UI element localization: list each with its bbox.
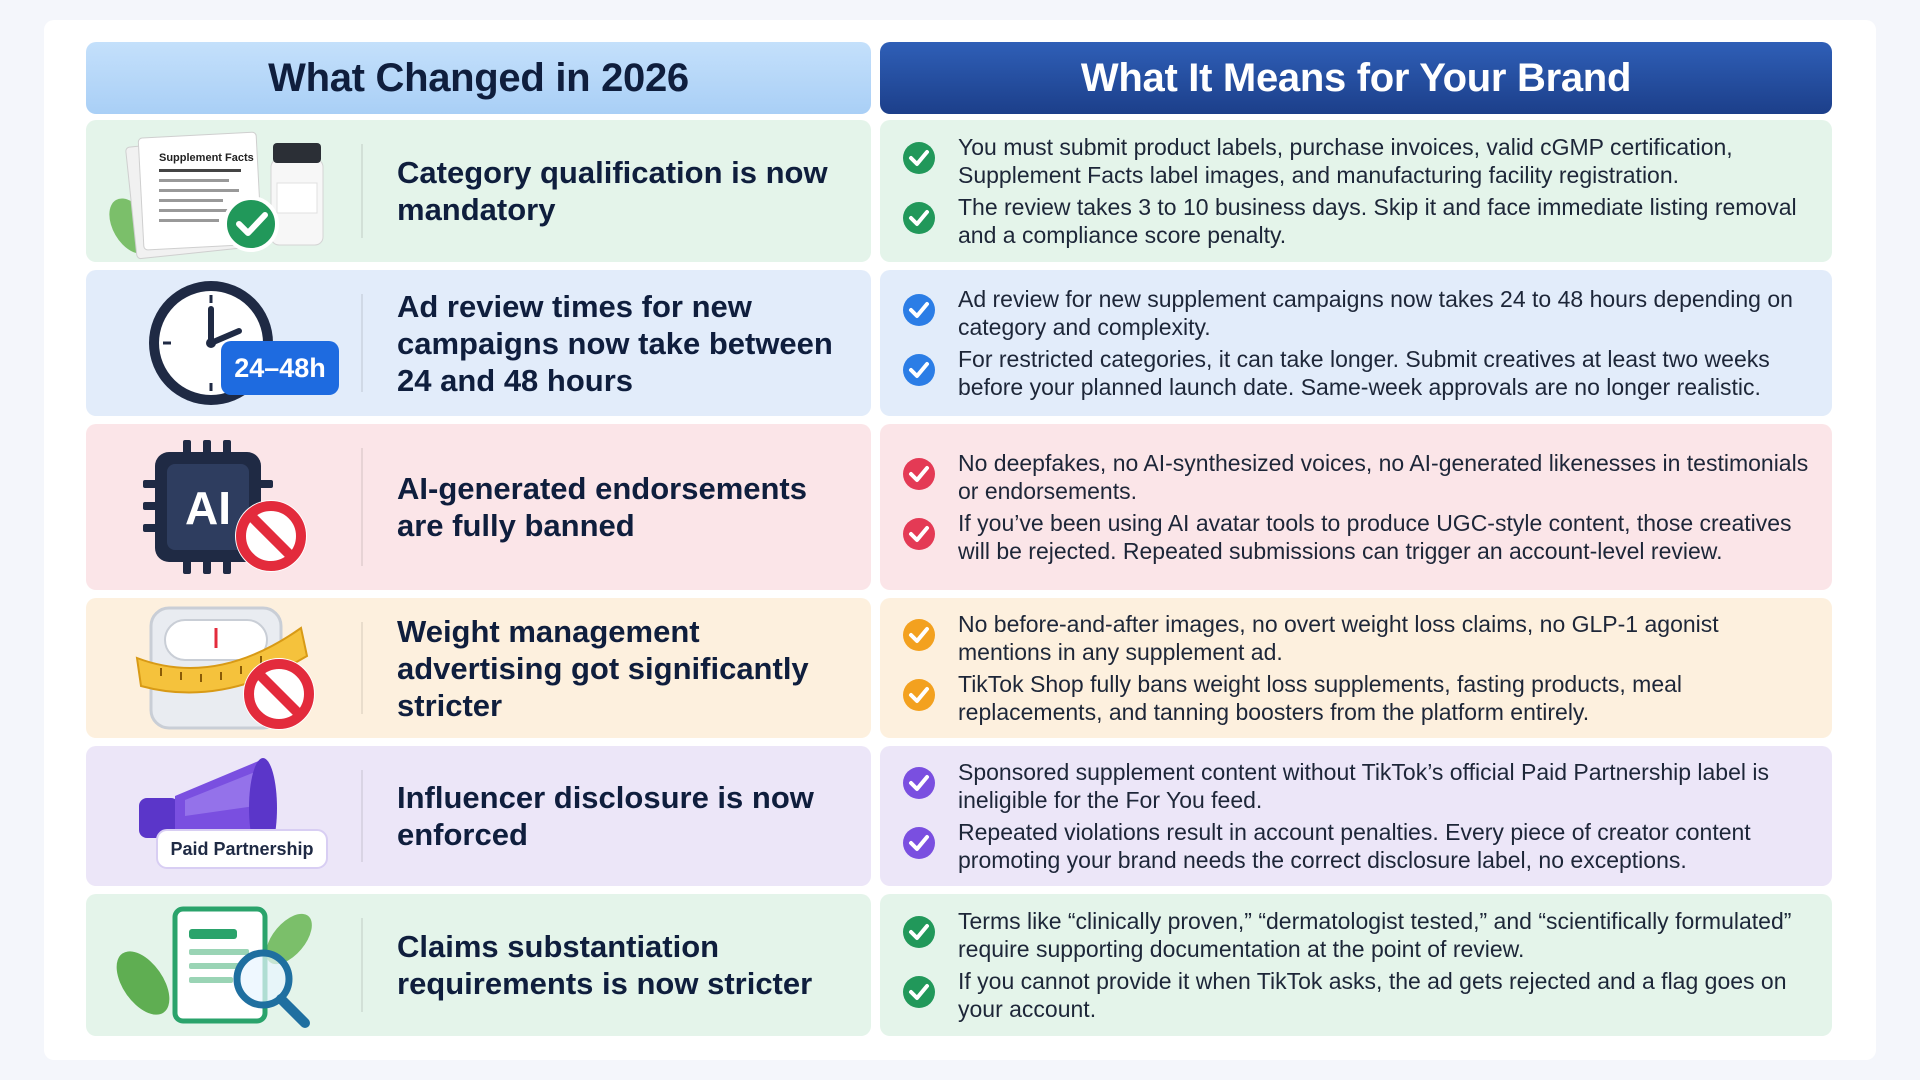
impact-bullet: Terms like “clinically proven,” “dermato…	[902, 907, 1814, 963]
right-column-header: What It Means for Your Brand	[880, 42, 1832, 114]
megaphone-icon: Paid Partnership	[96, 746, 346, 886]
impact-bullet: The review takes 3 to 10 business days. …	[902, 193, 1814, 249]
row-ad-review-times: 24–48h Ad review times for new campaigns…	[86, 270, 1832, 416]
impact-cell: Terms like “clinically proven,” “dermato…	[880, 894, 1832, 1036]
change-title: Claims substantiation requirements is no…	[397, 929, 813, 1001]
svg-text:AI: AI	[185, 482, 231, 534]
check-circle-icon	[903, 827, 935, 859]
change-cell: Paid Partnership Influencer disclosure i…	[86, 746, 871, 886]
bullet-text: If you’ve been using AI avatar tools to …	[958, 510, 1792, 564]
row-claims-substantiation: Claims substantiation requirements is no…	[86, 894, 1832, 1036]
divider	[361, 622, 363, 714]
check-circle-icon	[903, 767, 935, 799]
check-circle-icon	[903, 976, 935, 1008]
impact-bullet: For restricted categories, it can take l…	[902, 345, 1814, 401]
row-weight-management: Weight management advertising got signif…	[86, 598, 1832, 738]
row-ai-endorsements: AI AI-generated endorsements are fully b…	[86, 424, 1832, 590]
divider	[361, 770, 363, 862]
document-magnifier-icon	[96, 894, 346, 1036]
bullet-text: If you cannot provide it when TikTok ask…	[958, 968, 1787, 1022]
bullet-text: Repeated violations result in account pe…	[958, 819, 1751, 873]
impact-bullet: Sponsored supplement content without Tik…	[902, 758, 1814, 814]
impact-bullet: If you’ve been using AI avatar tools to …	[902, 509, 1814, 565]
divider	[361, 144, 363, 238]
change-title: Weight management advertising got signif…	[397, 613, 809, 723]
svg-text:24–48h: 24–48h	[234, 353, 326, 383]
impact-cell: Ad review for new supplement campaigns n…	[880, 270, 1832, 416]
bullet-text: Terms like “clinically proven,” “dermato…	[958, 908, 1792, 962]
impact-bullet: Repeated violations result in account pe…	[902, 818, 1814, 874]
impact-bullet: You must submit product labels, purchase…	[902, 133, 1814, 189]
bullet-text: The review takes 3 to 10 business days. …	[958, 194, 1797, 248]
check-circle-icon	[903, 354, 935, 386]
impact-bullet: No before-and-after images, no overt wei…	[902, 610, 1814, 666]
change-title: Category qualification is now mandatory	[397, 155, 828, 227]
impact-cell: Sponsored supplement content without Tik…	[880, 746, 1832, 886]
bullet-text: No deepfakes, no AI-synthesized voices, …	[958, 450, 1809, 504]
clock-icon: 24–48h	[96, 270, 346, 416]
divider	[361, 918, 363, 1012]
check-circle-icon	[903, 458, 935, 490]
ai-chip-banned-icon: AI	[96, 424, 346, 590]
change-cell: Weight management advertising got signif…	[86, 598, 871, 738]
bullet-text: No before-and-after images, no overt wei…	[958, 611, 1719, 665]
bullet-text: Ad review for new supplement campaigns n…	[958, 286, 1793, 340]
bullet-text: TikTok Shop fully bans weight loss suppl…	[958, 671, 1683, 725]
change-cell: 24–48h Ad review times for new campaigns…	[86, 270, 871, 416]
change-title: Influencer disclosure is now enforced	[397, 780, 814, 852]
check-circle-icon	[903, 294, 935, 326]
bullet-text: You must submit product labels, purchase…	[958, 134, 1733, 188]
impact-bullet: TikTok Shop fully bans weight loss suppl…	[902, 670, 1814, 726]
check-circle-icon	[903, 142, 935, 174]
row-influencer-disclosure: Paid Partnership Influencer disclosure i…	[86, 746, 1832, 886]
impact-bullet: Ad review for new supplement campaigns n…	[902, 285, 1814, 341]
change-title: AI-generated endorsements are fully bann…	[397, 471, 807, 543]
change-cell: AI AI-generated endorsements are fully b…	[86, 424, 871, 590]
check-circle-icon	[903, 518, 935, 550]
row-category-qualification: Supplement Facts Category qualification …	[86, 120, 1832, 262]
impact-bullet: No deepfakes, no AI-synthesized voices, …	[902, 449, 1814, 505]
impact-bullet: If you cannot provide it when TikTok ask…	[902, 967, 1814, 1023]
scale-tape-banned-icon	[96, 598, 346, 738]
check-circle-icon	[903, 679, 935, 711]
svg-text:Supplement Facts: Supplement Facts	[159, 152, 254, 164]
change-title: Ad review times for new campaigns now ta…	[397, 288, 833, 398]
svg-text:Paid Partnership: Paid Partnership	[170, 839, 313, 859]
divider	[361, 448, 363, 566]
bullet-text: For restricted categories, it can take l…	[958, 346, 1770, 400]
divider	[361, 294, 363, 392]
check-circle-icon	[903, 202, 935, 234]
bullet-text: Sponsored supplement content without Tik…	[958, 759, 1769, 813]
impact-cell: No before-and-after images, no overt wei…	[880, 598, 1832, 738]
left-column-header: What Changed in 2026	[86, 42, 871, 114]
check-circle-icon	[903, 619, 935, 651]
supplement-facts-document-icon: Supplement Facts	[96, 120, 346, 262]
impact-cell: No deepfakes, no AI-synthesized voices, …	[880, 424, 1832, 590]
check-circle-icon	[903, 916, 935, 948]
change-cell: Claims substantiation requirements is no…	[86, 894, 871, 1036]
change-cell: Supplement Facts Category qualification …	[86, 120, 871, 262]
impact-cell: You must submit product labels, purchase…	[880, 120, 1832, 262]
